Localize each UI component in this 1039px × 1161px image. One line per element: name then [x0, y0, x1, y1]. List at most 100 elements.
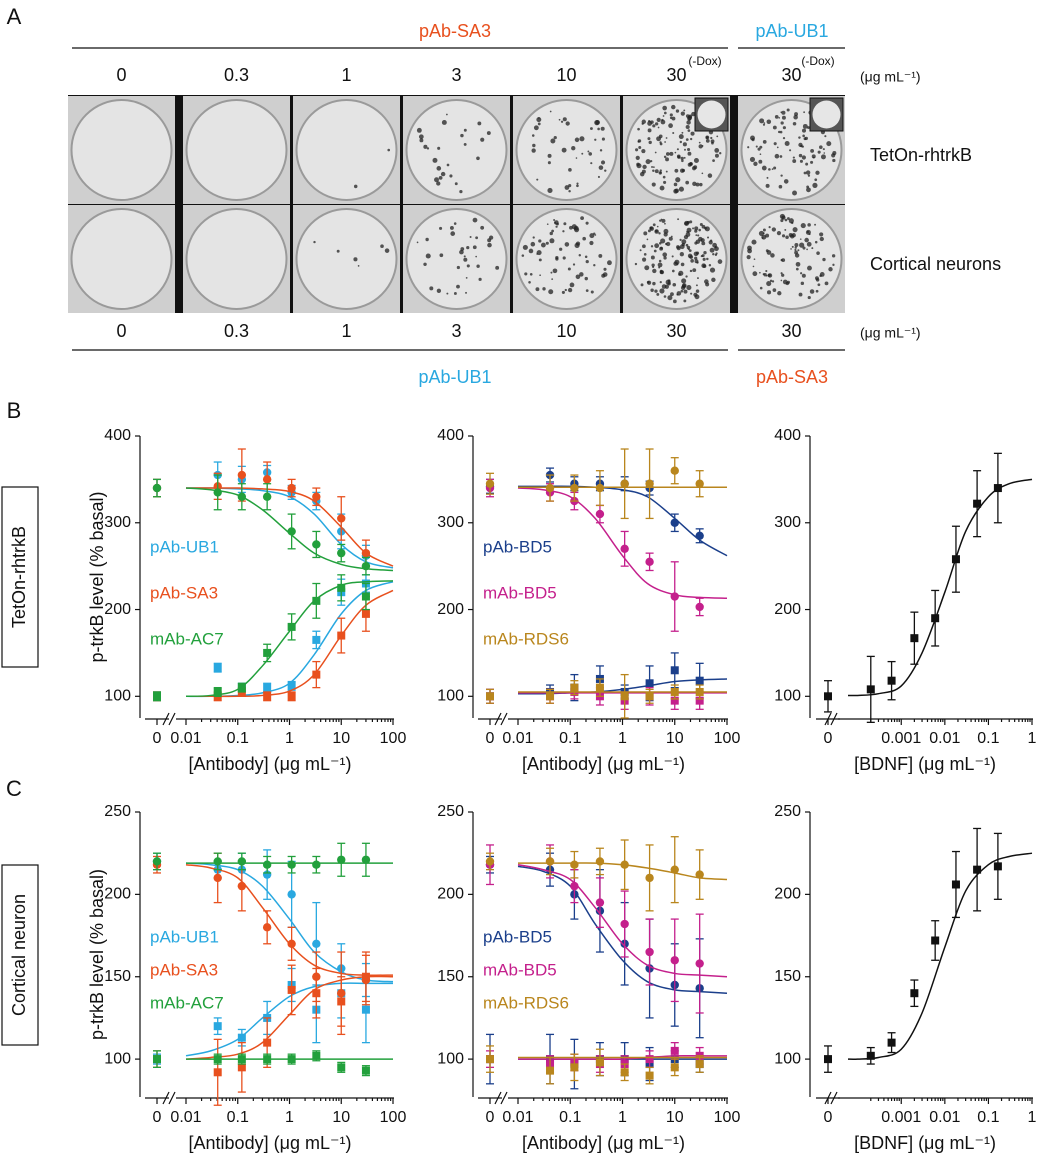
colony — [460, 133, 464, 138]
marker — [237, 1055, 246, 1064]
colony — [576, 182, 579, 185]
colony — [700, 238, 705, 243]
marker — [213, 1055, 222, 1064]
x-tick-label: 1 — [285, 730, 294, 747]
colony — [552, 268, 558, 274]
colony — [445, 113, 448, 116]
colony — [576, 184, 579, 188]
colony — [689, 162, 693, 166]
colony — [639, 249, 642, 252]
x-tick-label: 0.01 — [929, 730, 960, 747]
dose-label: 1 — [341, 65, 351, 85]
well — [70, 208, 173, 310]
colony — [791, 233, 796, 238]
x-tick-label: 100 — [714, 730, 741, 747]
well — [740, 208, 843, 310]
marker — [312, 670, 321, 679]
marker — [645, 1055, 654, 1064]
marker — [645, 557, 654, 567]
colony — [709, 247, 715, 253]
colony — [436, 166, 442, 171]
colony — [781, 273, 785, 277]
colony — [772, 288, 777, 292]
marker — [620, 544, 629, 553]
marker — [337, 855, 346, 864]
colony — [579, 272, 584, 277]
dose-label: 30 — [781, 65, 801, 85]
x-tick-label: 10 — [332, 730, 350, 747]
colony — [644, 265, 650, 271]
colony — [604, 169, 607, 172]
well — [185, 208, 288, 310]
chart: 100 200 300 400 0 0.01 0.1 1 10 100 [Antibody] (μg… — [437, 427, 740, 774]
marker — [237, 492, 247, 501]
colony — [792, 159, 797, 163]
colony — [675, 109, 680, 113]
colony — [758, 230, 764, 236]
legend-entry: pAb-BD5 — [483, 537, 552, 556]
colony — [832, 151, 837, 156]
y-tick-label: 100 — [774, 688, 801, 705]
colony — [635, 148, 639, 152]
colony — [678, 186, 684, 192]
colony — [589, 233, 595, 239]
colony — [685, 232, 691, 237]
marker — [337, 631, 346, 640]
colony — [436, 288, 442, 293]
row-label: TetOn-rhtrkB — [870, 145, 972, 165]
colony — [650, 245, 654, 248]
colony — [777, 291, 782, 296]
colony — [563, 222, 567, 226]
colony — [536, 178, 539, 181]
colony — [784, 141, 790, 147]
colony — [715, 252, 718, 255]
x-axis-label: [Antibody] (μg mL⁻¹) — [522, 1133, 685, 1153]
marker — [237, 683, 246, 692]
colony — [578, 254, 582, 257]
x-tick-label: 100 — [380, 730, 407, 747]
colony — [645, 159, 651, 165]
marker — [337, 583, 346, 592]
colony — [434, 177, 439, 183]
colony — [672, 131, 675, 135]
colony — [789, 149, 792, 152]
colony — [819, 236, 824, 242]
colony — [802, 123, 808, 129]
colony — [747, 146, 750, 149]
marker — [337, 548, 346, 558]
marker — [213, 857, 222, 866]
colony — [778, 117, 781, 119]
colony — [568, 184, 572, 188]
colony — [686, 120, 691, 125]
x-tick-label: 0.01 — [502, 730, 533, 747]
colony — [658, 134, 663, 139]
colony — [575, 157, 578, 159]
colony — [752, 271, 758, 277]
colony — [694, 229, 698, 233]
x-tick-label: 0.1 — [559, 1109, 581, 1126]
colony — [590, 127, 593, 130]
colony — [472, 217, 478, 223]
colony — [449, 225, 454, 230]
marker — [287, 1055, 296, 1064]
colony — [670, 235, 673, 238]
marker — [263, 648, 272, 657]
marker — [287, 860, 296, 869]
y-tick-label: 200 — [774, 601, 801, 618]
colony — [807, 295, 811, 300]
legend-entry: mAb-AC7 — [150, 993, 224, 1012]
colony — [669, 113, 673, 117]
colony — [636, 162, 640, 167]
x-tick-label: 0.001 — [881, 1109, 921, 1126]
colony — [478, 277, 482, 281]
colony — [571, 224, 577, 230]
colony — [668, 123, 673, 129]
colony — [652, 281, 656, 286]
colony — [660, 218, 663, 221]
marker — [486, 1055, 494, 1064]
colony — [791, 221, 794, 225]
colony — [575, 274, 581, 280]
marker — [670, 592, 679, 601]
row-label: Cortical neurons — [870, 254, 1001, 274]
colony — [815, 276, 819, 281]
